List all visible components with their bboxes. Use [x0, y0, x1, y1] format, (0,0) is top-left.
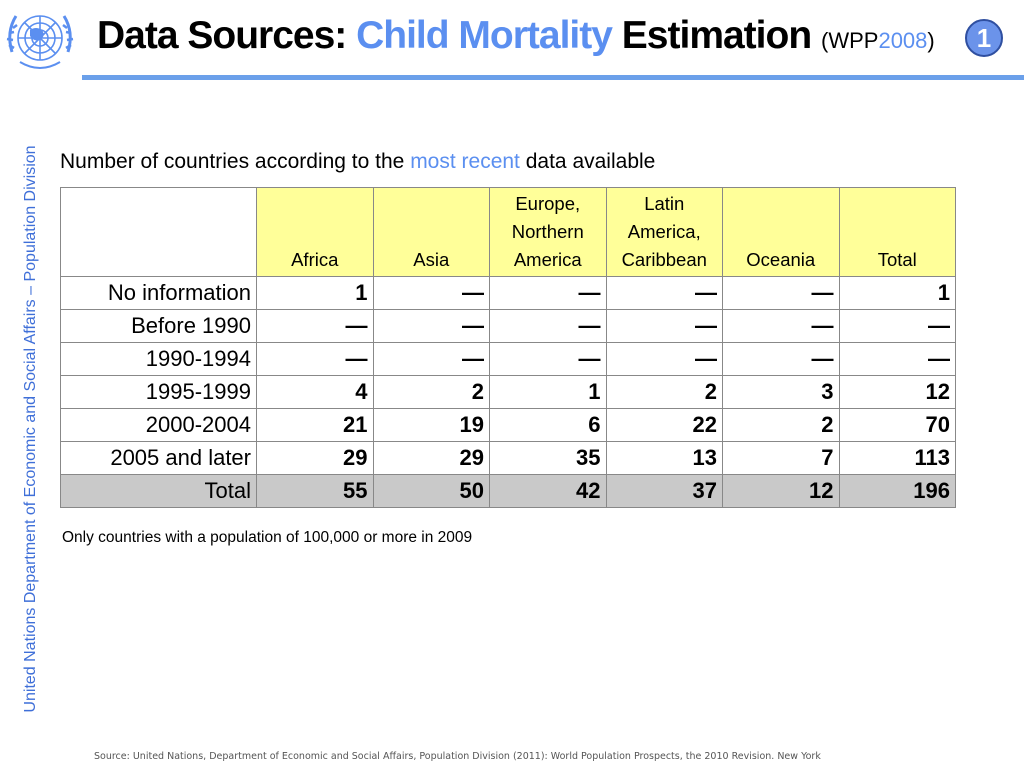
table-cell: 2	[372, 375, 490, 409]
table-row: 1995-1999 4 2 1 2 3 12	[60, 375, 956, 409]
table-cell: 2	[722, 408, 840, 442]
title-paren-close: )	[927, 28, 935, 53]
table-cell: 70	[838, 408, 956, 442]
column-header: Africa	[256, 187, 374, 277]
table-cell: —	[722, 342, 840, 376]
table-cell: —	[605, 342, 723, 376]
table-subtitle: Number of countries according to the mos…	[60, 150, 655, 174]
data-table: Africa Asia Europe, Northern America Lat…	[60, 187, 956, 508]
page-title: Data Sources: Child Mortality Estimation…	[97, 14, 935, 70]
table-cell: 29	[372, 441, 490, 475]
title-part1: Data Sources:	[97, 14, 357, 57]
column-header: Europe, Northern America	[489, 187, 607, 277]
table-cell: 2	[605, 375, 723, 409]
table-cell: 1	[256, 276, 374, 310]
table-cell: —	[605, 309, 723, 343]
table-cell: —	[489, 309, 607, 343]
table-cell: 6	[489, 408, 607, 442]
table-cell: —	[605, 276, 723, 310]
table-cell: 12	[838, 375, 956, 409]
table-cell: 113	[838, 441, 956, 475]
table-footnote: Only countries with a population of 100,…	[62, 529, 473, 546]
table-cell: 196	[838, 474, 956, 508]
table-cell: 1	[489, 375, 607, 409]
table-cell: —	[489, 342, 607, 376]
title-year: 2008	[878, 28, 928, 53]
table-row: 2005 and later 29 29 35 13 7 113	[60, 441, 956, 475]
subtitle-highlight: most recent	[410, 150, 520, 173]
table-cell: —	[722, 276, 840, 310]
column-header: Latin America, Caribbean	[605, 187, 723, 277]
column-header: Oceania	[722, 187, 840, 277]
table-cell: 42	[489, 474, 607, 508]
title-wpp: WPP	[828, 28, 879, 53]
table-cell: —	[489, 276, 607, 310]
table-cell: 37	[605, 474, 723, 508]
table-cell: 19	[372, 408, 490, 442]
table-cell: 22	[605, 408, 723, 442]
subtitle-before: Number of countries according to the	[60, 150, 411, 173]
table-cell: —	[256, 309, 374, 343]
column-header: Asia	[372, 187, 490, 277]
table-cell: 29	[256, 441, 374, 475]
row-label: Before 1990	[60, 309, 257, 343]
table-corner-cell	[60, 187, 257, 277]
table-cell: —	[372, 276, 490, 310]
row-label: 2005 and later	[60, 441, 257, 475]
table-cell: —	[722, 309, 840, 343]
title-part2: Estimation	[611, 14, 821, 57]
source-citation: Source: United Nations, Department of Ec…	[94, 751, 821, 762]
un-emblem-icon	[6, 15, 74, 69]
table-cell: 3	[722, 375, 840, 409]
table-cell: 7	[722, 441, 840, 475]
table-cell: 1	[838, 276, 956, 310]
table-cell: 35	[489, 441, 607, 475]
table-cell: —	[838, 342, 956, 376]
table-cell: 50	[372, 474, 490, 508]
title-paren-open: (	[821, 28, 829, 53]
row-label: 1995-1999	[60, 375, 257, 409]
table-cell: —	[372, 309, 490, 343]
row-label: Total	[60, 474, 257, 508]
subtitle-after: data available	[519, 150, 656, 173]
table-row: Before 1990 — — — — — —	[60, 309, 956, 343]
slide-number-badge: 1	[965, 19, 1003, 57]
table-cell: 55	[256, 474, 374, 508]
table-row: No information 1 — — — — 1	[60, 276, 956, 310]
header-divider	[82, 75, 1024, 80]
table-cell: 13	[605, 441, 723, 475]
table-total-row: Total 55 50 42 37 12 196	[60, 474, 956, 508]
table-row: 1990-1994 — — — — — —	[60, 342, 956, 376]
table-header-row: Africa Asia Europe, Northern America Lat…	[60, 187, 956, 277]
column-header: Total	[838, 187, 956, 277]
title-accent: Child Mortality	[356, 14, 613, 57]
row-label: 2000-2004	[60, 408, 257, 442]
table-cell: 12	[722, 474, 840, 508]
table-cell: 4	[256, 375, 374, 409]
table-cell: —	[838, 309, 956, 343]
table-row: 2000-2004 21 19 6 22 2 70	[60, 408, 956, 442]
row-label: 1990-1994	[60, 342, 257, 376]
table-cell: 21	[256, 408, 374, 442]
table-cell: —	[256, 342, 374, 376]
row-label: No information	[60, 276, 257, 310]
table-cell: —	[372, 342, 490, 376]
sidebar-vertical-text: United Nations Department of Economic an…	[22, 145, 39, 713]
